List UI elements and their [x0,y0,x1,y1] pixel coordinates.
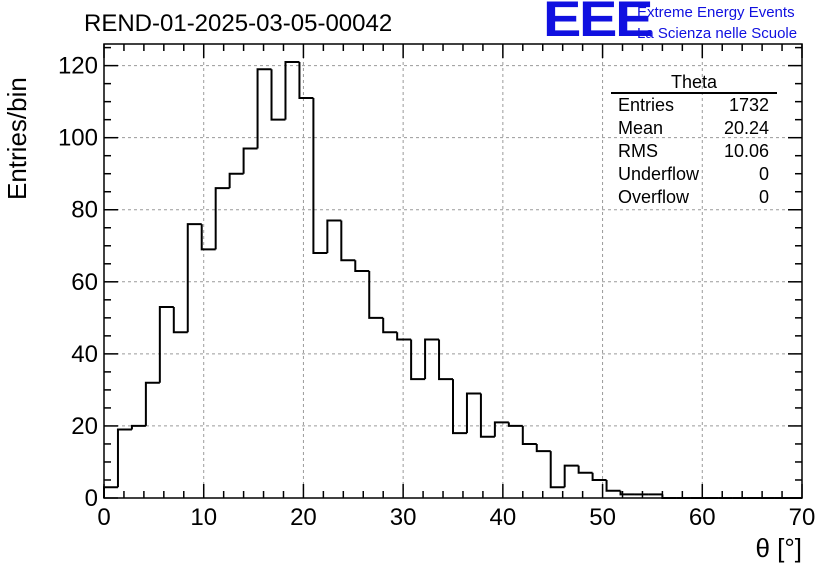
histogram-bin [438,339,453,381]
histogram-bin [605,479,621,492]
stats-row-entries: Entries 1732 [611,94,777,117]
histogram-bin [103,486,118,498]
x-tick-label: 30 [390,504,417,531]
stats-value: 1732 [728,95,769,115]
histogram-bin [242,147,258,174]
stats-value: 0 [758,187,769,207]
histogram-bin [535,443,551,453]
eee-logo: EEE [543,0,653,47]
histogram-bin [158,306,174,383]
histogram-bin [521,425,537,445]
x-tick-label: 20 [290,504,317,531]
x-tick-label: 60 [689,504,716,531]
y-axis-label: Entries/bin [2,77,32,200]
histogram-bin [256,68,272,149]
histogram-bin [270,69,286,121]
stats-row-rms: RMS 10.06 [611,140,777,163]
histogram-bin [326,219,342,253]
histogram-bin [452,379,467,435]
histogram-bin [214,187,230,250]
stats-label: RMS [618,141,658,161]
x-tick-label: 10 [190,504,217,531]
y-tick-label: 20 [71,413,98,440]
chart-title: REND-01-2025-03-05-00042 [84,10,393,37]
y-tick-label: 60 [71,269,98,296]
histogram-bin [465,392,481,434]
histogram-bin [172,307,188,334]
stats-row-overflow: Overflow 0 [611,186,777,209]
y-tick-label: 0 [85,485,98,512]
logo-line-1: Extreme Energy Events [637,4,795,21]
histogram-bin [577,465,593,474]
histogram-bin [130,424,146,430]
x-tick-label: 40 [490,504,517,531]
stats-box-title: Theta [611,72,777,94]
y-tick-label: 40 [71,341,98,368]
histogram-bin [396,332,412,341]
histogram-bin [493,421,509,437]
histogram-bin [186,223,202,333]
x-tick-label: 50 [589,504,616,531]
stats-label: Underflow [618,164,700,184]
histogram-bin [410,339,426,381]
logo-line-2: La Scienza nelle Scuole [637,25,798,42]
histogram-bin [368,271,384,319]
histogram-bin [549,451,565,489]
x-tick-label: 70 [789,504,816,531]
x-tick-label: 0 [97,504,110,531]
y-tick-label: 80 [71,197,98,224]
histogram-bin [619,490,635,496]
histogram-bin [228,172,244,189]
plot-frame [103,43,803,499]
stats-label: Mean [618,118,664,138]
histogram-bin [144,381,160,426]
histogram-bin [507,422,523,427]
stats-value: 20.24 [723,118,769,138]
histogram-bin [312,98,328,254]
histogram-bin [424,338,440,380]
y-tick-label: 120 [58,53,98,80]
stats-value: 0 [758,164,769,184]
histogram-bin [340,220,356,262]
histogram-bin [354,260,370,272]
stats-value: 10.06 [723,141,769,161]
histogram-bin [284,61,300,120]
stats-label: Entries [618,95,675,115]
histogram-bin [298,62,314,100]
stats-row-underflow: Underflow 0 [611,163,777,186]
histogram-bin [116,428,132,488]
histogram-bin [382,317,398,334]
histogram-bin [479,393,495,438]
y-tick-label: 100 [58,125,98,152]
x-axis-label: θ [°] [755,533,802,563]
stats-box: Theta Entries 1732 Mean 20.24 RMS 10.06 … [611,72,777,209]
histogram-bin [200,224,216,251]
stats-row-mean: Mean 20.24 [611,117,777,140]
histogram-bin [591,472,607,481]
stats-label: Overflow [618,187,690,207]
histogram-bin [563,464,579,488]
